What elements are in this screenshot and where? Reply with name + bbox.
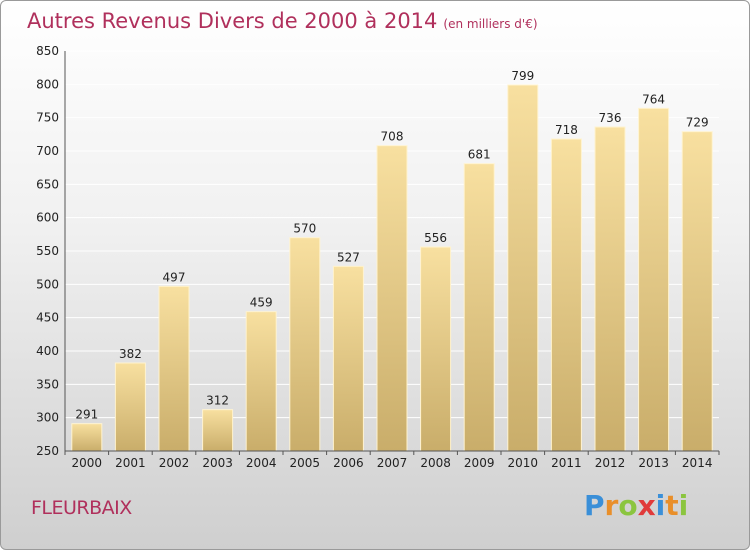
y-tick-label: 450 [36,311,59,325]
logo-letter: i [678,489,689,522]
bar-chart: 291 382 497 312 459 570 527 708 556 681 799 718 736 7… [36,44,720,470]
chart-subtitle: (en milliers d'€) [443,17,538,31]
x-tick-label: 2007 [377,456,408,470]
x-tick-label: 2004 [246,456,277,470]
value-label-2011: 718 [555,123,578,137]
value-label-2001: 382 [119,347,142,361]
x-tick-label: 2010 [508,456,539,470]
x-tick-label: 2012 [595,456,626,470]
chart-title: Autres Revenus Divers de 2000 à 2014 (en … [27,9,538,33]
proxiti-logo: Proxiti [584,489,688,522]
x-tick-label: 2005 [290,456,321,470]
value-label-2006: 527 [337,250,360,264]
value-label-2004: 459 [250,296,273,310]
x-tick-label: 2003 [202,456,233,470]
bar-2005 [289,237,321,452]
value-label-2009: 681 [468,148,491,162]
value-label-2010: 799 [511,69,534,83]
bar-2000 [71,423,103,452]
bar-2003 [202,409,234,452]
logo-letter: i [655,489,666,522]
y-tick-label: 250 [36,444,59,458]
bar-2013 [638,107,670,452]
y-tick-label: 500 [36,277,59,291]
y-tick-label: 650 [36,177,59,191]
bar-2010 [507,84,539,452]
y-tick-label: 800 [36,77,59,91]
logo-letter: x [637,489,656,522]
y-tick-label: 350 [36,377,59,391]
logo-letter: P [584,489,605,522]
logo-letter: t [665,489,679,522]
value-label-2012: 736 [599,111,622,125]
y-tick-label: 850 [36,44,59,58]
x-tick-label: 2008 [420,456,451,470]
x-tick-label: 2000 [72,456,103,470]
bar-2006 [332,265,364,452]
axes: 250 300 350 400 450 500 550 600 650 700 750 800 850 2… [36,44,720,470]
place-name: FLEURBAIX [31,497,132,519]
bar-2004 [245,311,277,452]
bar-2002 [158,285,190,452]
bars: 291 382 497 312 459 570 527 708 556 681 799 718 736 7… [71,69,713,452]
x-tick-label: 2009 [464,456,495,470]
value-label-2014: 729 [686,116,709,130]
x-tick-label: 2001 [115,456,146,470]
x-tick-label: 2011 [551,456,582,470]
bar-2009 [463,163,495,452]
x-tick-label: 2014 [682,456,713,470]
y-tick-label: 550 [36,244,59,258]
value-label-2013: 764 [642,92,665,106]
bar-2012 [594,126,626,452]
bar-2001 [114,362,146,452]
logo-letter: o [618,489,638,522]
logo-letter: r [604,489,619,522]
value-label-2002: 497 [163,270,186,284]
y-tick-label: 400 [36,344,59,358]
value-label-2005: 570 [293,222,316,236]
y-tick-label: 700 [36,144,59,158]
bar-2014 [681,131,713,452]
value-label-2003: 312 [206,394,229,408]
bar-2008 [420,246,452,452]
title-text: Autres Revenus Divers de 2000 à 2014 [27,9,438,33]
value-label-2007: 708 [381,130,404,144]
y-tick-label: 750 [36,111,59,125]
y-tick-label: 600 [36,211,59,225]
x-tick-label: 2013 [638,456,669,470]
bar-2007 [376,145,408,452]
value-label-2008: 556 [424,231,447,245]
y-tick-label: 300 [36,411,59,425]
bar-2011 [550,138,582,452]
value-label-2000: 291 [75,408,98,422]
x-tick-label: 2002 [159,456,190,470]
x-tick-label: 2006 [333,456,364,470]
